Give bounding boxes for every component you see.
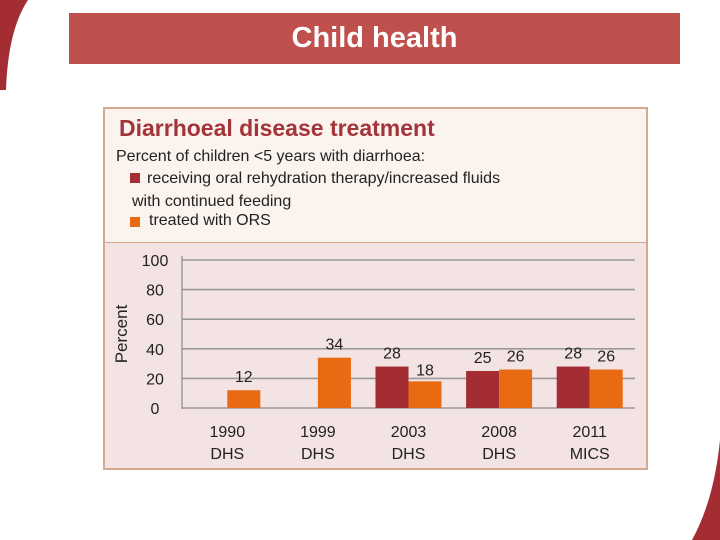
y-tick-label: 60 — [146, 312, 164, 329]
x-tick-label: 2011 — [572, 424, 607, 441]
legend-label-series-2: treated with ORS — [149, 212, 271, 229]
x-tick-sublabel: DHS — [392, 446, 426, 463]
data-label: 12 — [235, 369, 253, 386]
data-label: 28 — [383, 346, 401, 363]
data-label: 18 — [416, 362, 434, 379]
y-tick-label: 80 — [146, 283, 164, 300]
x-tick-label: 1990 — [210, 424, 246, 441]
legend-swatch-series-2 — [130, 217, 140, 227]
chart-title: Diarrhoeal disease treatment — [119, 115, 435, 141]
bar-series-2-1999 — [317, 357, 351, 408]
chart-panel: Diarrhoeal disease treatment Percent of … — [103, 107, 648, 470]
bar-series-2-2008 — [499, 369, 533, 408]
slide-title: Child health — [69, 13, 680, 64]
data-label: 26 — [507, 349, 525, 366]
data-label: 34 — [326, 337, 344, 354]
decorative-corner-top-left — [0, 0, 28, 90]
chart-header — [105, 109, 646, 242]
y-tick-label: 0 — [151, 401, 160, 418]
bar-series-1-2008 — [466, 371, 500, 408]
y-tick-label: 40 — [146, 342, 164, 359]
y-tick-label: 20 — [146, 371, 164, 388]
x-tick-label: 2003 — [391, 424, 427, 441]
y-axis-label: Percent — [112, 304, 131, 363]
x-tick-sublabel: DHS — [301, 446, 335, 463]
legend-label-series-1-continued: with continued feeding — [132, 193, 292, 210]
bar-chart: 0 20 40 60 80 100 Percent 12 1990 DHS 34 1999 DHS 28 1… — [112, 253, 635, 463]
x-tick-sublabel: DHS — [482, 446, 516, 463]
bar-series-2-2011 — [589, 369, 623, 408]
x-tick-sublabel: MICS — [570, 446, 610, 463]
bar-series-1-2003 — [375, 366, 409, 408]
data-label: 26 — [597, 349, 615, 366]
decorative-corner-bottom-right — [692, 440, 720, 540]
x-tick-label: 2008 — [481, 424, 517, 441]
x-tick-sublabel: DHS — [210, 446, 244, 463]
data-label: 28 — [564, 346, 582, 363]
chart-subtitle: Percent of children <5 years with diarrh… — [116, 148, 426, 165]
chart-plot-area-background — [105, 242, 646, 468]
bar-series-2-2003 — [408, 381, 442, 408]
legend-label-series-1: receiving oral rehydration therapy/incre… — [147, 170, 501, 187]
legend-swatch-series-1 — [130, 173, 140, 183]
bar-series-1-2011 — [556, 366, 590, 408]
bar-series-2-1990 — [227, 390, 261, 408]
y-tick-label: 100 — [142, 253, 169, 270]
x-tick-label: 1999 — [300, 424, 336, 441]
data-label: 25 — [474, 350, 492, 367]
